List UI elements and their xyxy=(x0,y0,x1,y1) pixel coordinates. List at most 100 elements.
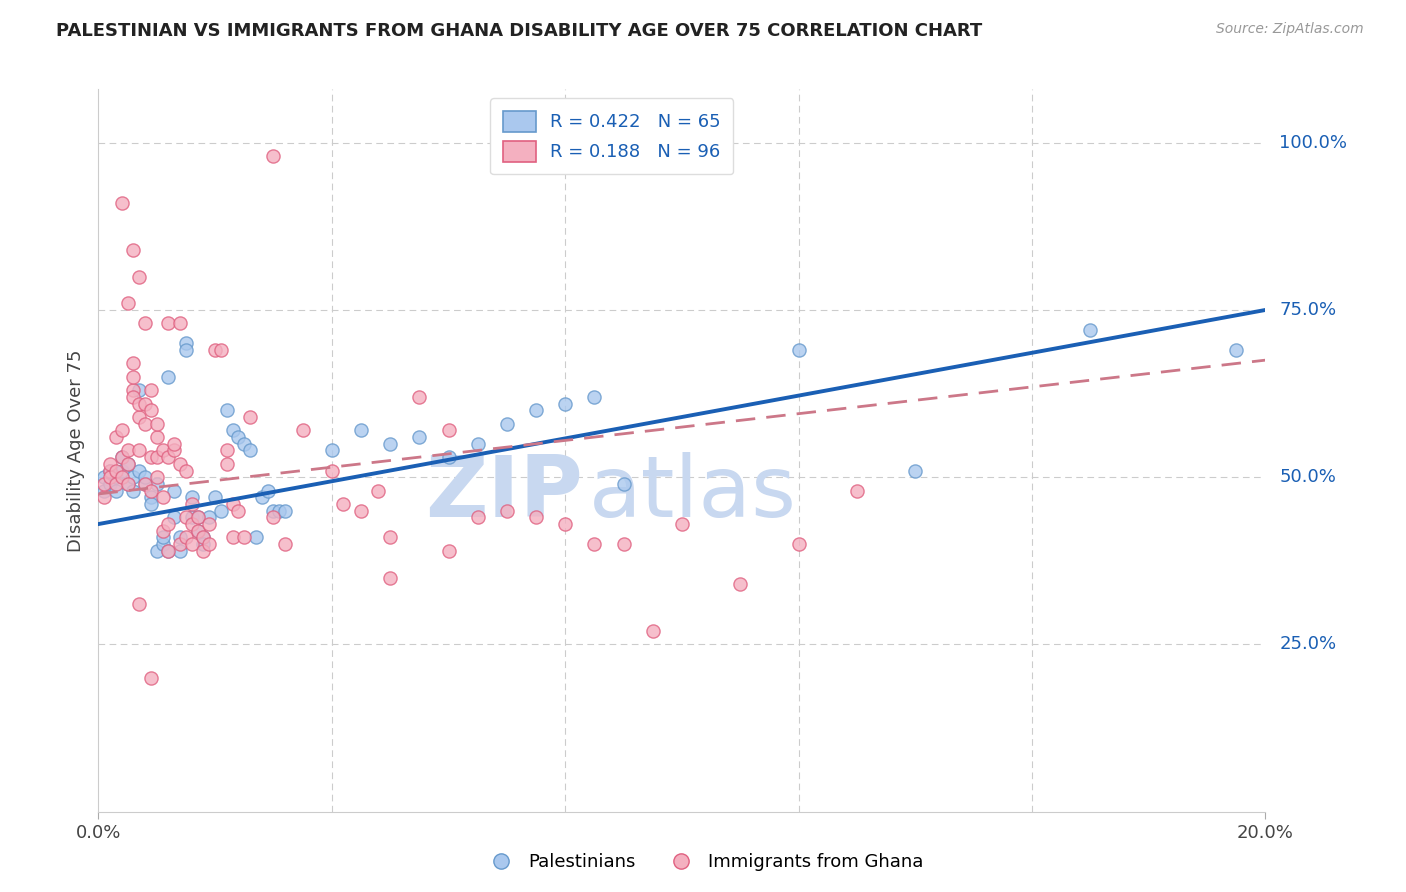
Point xyxy=(256,483,278,498)
Point xyxy=(612,476,634,491)
Point xyxy=(128,443,150,458)
Point xyxy=(146,470,169,484)
Point xyxy=(157,317,180,331)
Point xyxy=(524,403,547,417)
Point xyxy=(146,543,169,558)
Point xyxy=(169,457,191,471)
Point xyxy=(380,571,402,585)
Point xyxy=(139,483,162,498)
Point xyxy=(787,537,810,551)
Point xyxy=(554,517,576,532)
Point xyxy=(1080,323,1102,337)
Point xyxy=(174,343,197,358)
Point xyxy=(204,343,226,358)
Text: atlas: atlas xyxy=(589,452,797,535)
Point xyxy=(122,384,145,398)
Point xyxy=(146,417,169,431)
Point xyxy=(157,543,180,558)
Point xyxy=(93,491,115,505)
Point xyxy=(380,530,402,544)
Point xyxy=(904,464,927,478)
Point xyxy=(262,149,284,163)
Point xyxy=(193,530,215,544)
Point xyxy=(671,517,693,532)
Point xyxy=(228,430,250,444)
Legend: R = 0.422   N = 65, R = 0.188   N = 96: R = 0.422 N = 65, R = 0.188 N = 96 xyxy=(491,98,734,174)
Point xyxy=(152,491,174,505)
Point xyxy=(198,537,221,551)
Point xyxy=(198,517,221,532)
Point xyxy=(122,356,145,371)
Point xyxy=(174,530,197,544)
Point xyxy=(215,457,238,471)
Point xyxy=(104,483,127,498)
Point xyxy=(262,510,284,524)
Point xyxy=(152,443,174,458)
Point xyxy=(98,457,121,471)
Point xyxy=(152,537,174,551)
Point xyxy=(117,476,139,491)
Point xyxy=(117,476,139,491)
Point xyxy=(152,530,174,544)
Point xyxy=(524,510,547,524)
Point xyxy=(554,396,576,410)
Point xyxy=(117,296,139,310)
Point xyxy=(187,510,209,524)
Point xyxy=(437,543,460,558)
Point xyxy=(274,503,297,517)
Point xyxy=(174,464,197,478)
Point xyxy=(180,497,202,511)
Point xyxy=(583,537,606,551)
Point xyxy=(641,624,664,639)
Point xyxy=(134,476,156,491)
Point xyxy=(111,195,134,210)
Point xyxy=(612,537,634,551)
Point xyxy=(583,390,606,404)
Point xyxy=(157,543,180,558)
Point xyxy=(187,524,209,538)
Text: 100.0%: 100.0% xyxy=(1279,134,1347,152)
Point xyxy=(193,530,215,544)
Point xyxy=(274,537,297,551)
Y-axis label: Disability Age Over 75: Disability Age Over 75 xyxy=(66,349,84,552)
Point xyxy=(215,403,238,417)
Point xyxy=(291,424,314,438)
Point xyxy=(98,464,121,478)
Point xyxy=(233,436,256,450)
Point xyxy=(157,369,180,384)
Point xyxy=(221,497,243,511)
Point xyxy=(180,510,202,524)
Point xyxy=(104,430,127,444)
Point xyxy=(787,343,810,358)
Point xyxy=(467,436,489,450)
Point xyxy=(350,424,373,438)
Point xyxy=(169,530,191,544)
Point xyxy=(139,497,162,511)
Point xyxy=(350,503,373,517)
Text: 50.0%: 50.0% xyxy=(1279,468,1336,486)
Point xyxy=(139,671,162,685)
Point xyxy=(117,457,139,471)
Point xyxy=(128,464,150,478)
Point xyxy=(128,410,150,425)
Text: PALESTINIAN VS IMMIGRANTS FROM GHANA DISABILITY AGE OVER 75 CORRELATION CHART: PALESTINIAN VS IMMIGRANTS FROM GHANA DIS… xyxy=(56,22,983,40)
Point xyxy=(321,464,343,478)
Point xyxy=(437,424,460,438)
Point xyxy=(163,483,186,498)
Point xyxy=(152,524,174,538)
Point xyxy=(93,476,115,491)
Point xyxy=(245,530,267,544)
Point xyxy=(239,443,262,458)
Point xyxy=(174,510,197,524)
Point xyxy=(146,450,169,465)
Point xyxy=(169,537,191,551)
Text: ZIP: ZIP xyxy=(425,452,582,535)
Point xyxy=(437,450,460,465)
Point xyxy=(496,503,519,517)
Point xyxy=(117,443,139,458)
Point xyxy=(139,450,162,465)
Point xyxy=(193,537,215,551)
Point xyxy=(204,491,226,505)
Point xyxy=(209,503,232,517)
Point xyxy=(128,384,150,398)
